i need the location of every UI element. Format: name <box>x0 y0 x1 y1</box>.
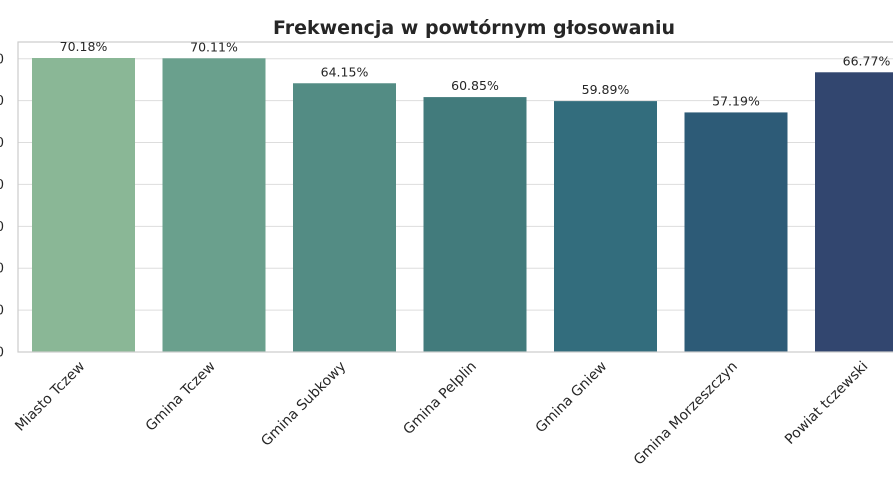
x-tick-label: Gmina Tczew <box>143 359 219 435</box>
x-tick-label: Miasto Tczew <box>12 359 88 435</box>
bar-3 <box>423 97 527 353</box>
data-label: 59.89% <box>582 82 630 97</box>
bar-6 <box>815 72 893 352</box>
bar-2 <box>293 83 396 352</box>
y-tick-label: 0 <box>0 94 4 109</box>
data-label: 66.77% <box>843 53 891 68</box>
x-tick-label: Gmina Gniew <box>533 359 611 437</box>
y-tick-label: 0 <box>0 178 4 193</box>
x-tick-label: Gmina Morzeszczyn <box>631 359 741 469</box>
bar-1 <box>162 58 266 352</box>
bar-4 <box>554 101 657 352</box>
chart-title: Frekwencja w powtórnym głosowaniu <box>273 17 675 39</box>
data-label: 60.85% <box>451 78 499 93</box>
y-tick-label: 0 <box>0 346 4 361</box>
y-axis-ticks: 0 0 0 0 0 0 0 0 <box>0 52 4 360</box>
x-axis-ticks: Miasto Tczew Gmina Tczew Gmina Subkowy Gmin… <box>12 359 871 469</box>
y-tick-label: 0 <box>0 262 4 277</box>
y-tick-label: 0 <box>0 136 4 151</box>
data-labels: 70.18% 70.11% 64.15% 60.85% 59.89% 57.19% 66.7… <box>60 39 891 108</box>
x-tick-label: Powiat tczewski <box>782 359 871 448</box>
data-label: 70.11% <box>190 39 238 54</box>
bar-5 <box>684 112 788 352</box>
bar-0 <box>32 58 135 353</box>
x-tick-label: Gmina Pelplin <box>400 359 479 438</box>
bars <box>32 58 893 353</box>
plot-frame <box>17 41 893 353</box>
data-label: 57.19% <box>712 93 760 108</box>
x-tick-label: Gmina Subkowy <box>258 359 349 450</box>
y-tick-label: 0 <box>0 220 4 235</box>
y-tick-label: 0 <box>0 52 4 67</box>
y-tick-label: 0 <box>0 304 4 319</box>
data-label: 70.18% <box>60 39 108 54</box>
data-label: 64.15% <box>321 64 369 79</box>
